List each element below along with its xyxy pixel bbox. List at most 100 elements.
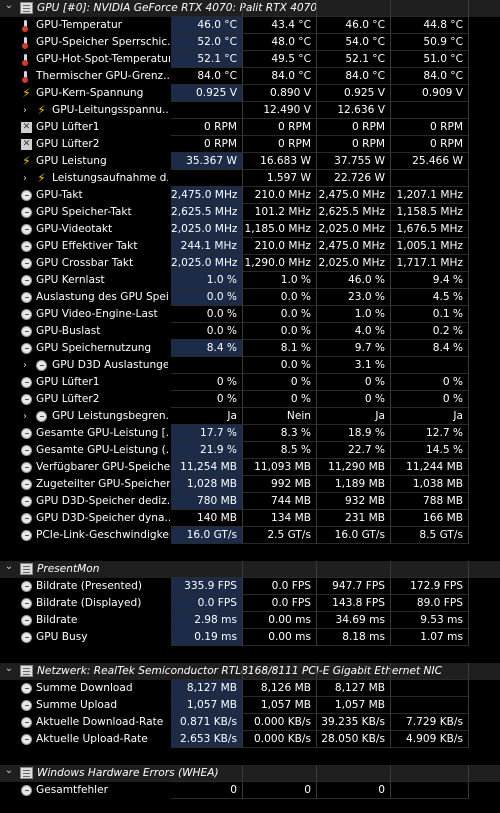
sensor-row[interactable]: Verfügbarer GPU-Speicher 11,254 MB 11,093 …	[0, 459, 500, 476]
avg-value: Ja	[391, 408, 469, 425]
value-cells: 140 MB 134 MB 231 MB 166 MB	[0, 510, 500, 527]
sensor-row[interactable]: › GPU Leistungsbegren... Ja Nein Ja Ja	[0, 408, 500, 425]
current-value: 21.9 %	[171, 442, 243, 459]
clock-icon	[21, 496, 32, 507]
sensor-label: PCIe-Link-Geschwindigkeit	[36, 529, 170, 541]
sensor-label: GPU Lüfter1	[36, 376, 100, 388]
empty-cell	[171, 663, 243, 680]
sensor-row[interactable]: Auslastung des GPU Spei... 0.0 % 0.0 % 23.0…	[0, 289, 500, 306]
section-header[interactable]: ⌄ Windows Hardware Errors (WHEA)	[0, 765, 500, 782]
sensor-row[interactable]: GPU Lüfter2 0 % 0 % 0 % 0 %	[0, 391, 500, 408]
max-value: 22.7 %	[317, 442, 391, 459]
min-value: 8,126 MB	[243, 680, 317, 697]
value-cells: 0.0 % 0.0 % 1.0 % 0.1 %	[0, 306, 500, 323]
sensor-row[interactable]: Gesamte GPU-Leistung [... 17.7 % 8.3 % 18.9…	[0, 425, 500, 442]
min-value: 0.0 FPS	[243, 595, 317, 612]
current-value: 2.653 KB/s	[171, 731, 243, 748]
sensor-row[interactable]: Aktuelle Upload-Rate 2.653 KB/s 0.000 KB/s…	[0, 731, 500, 748]
sensor-row[interactable]: GPU-Videotakt 2,025.0 MHz 1,185.0 MHz 2,025…	[0, 221, 500, 238]
max-value: Ja	[317, 408, 391, 425]
section-title: Windows Hardware Errors (WHEA)	[37, 767, 219, 779]
min-value: 1,057 MB	[243, 697, 317, 714]
sensor-row[interactable]: Bildrate (Displayed) 0.0 FPS 0.0 FPS 143.8 …	[0, 595, 500, 612]
sensor-row[interactable]: GPU Busy 0.19 ms 0.00 ms 8.18 ms 1.07 ms	[0, 629, 500, 646]
value-cells: 8,127 MB 8,126 MB 8,127 MB	[0, 680, 500, 697]
chevron-down-icon[interactable]: ⌄	[4, 0, 14, 11]
thermometer-icon	[21, 37, 29, 49]
sensor-row[interactable]: › ⚡ Leistungsaufnahme d... 1.597 W 22.726 W	[0, 170, 500, 187]
sensor-row[interactable]: GPU Effektiver Takt 244.1 MHz 210.0 MHz 2,4…	[0, 238, 500, 255]
sensor-row[interactable]: Zugeteilter GPU-Speicher 1,028 MB 992 MB 1,…	[0, 476, 500, 493]
min-value: 84.0 °C	[243, 68, 317, 85]
max-value: 52.1 °C	[317, 51, 391, 68]
sensor-row[interactable]: Gesamte GPU-Leistung (... 21.9 % 8.5 % 22.7…	[0, 442, 500, 459]
sensor-row[interactable]: GPU Speichernutzung 8.4 % 8.1 % 9.7 % 8.4 %	[0, 340, 500, 357]
sensor-row[interactable]: GPU-Speicher Sperrschic... 52.0 °C 48.0 °C…	[0, 34, 500, 51]
chevron-down-icon[interactable]: ⌄	[4, 663, 14, 674]
chevron-right-icon[interactable]: ›	[23, 411, 27, 422]
value-cells: 244.1 MHz 210.0 MHz 2,475.0 MHz 1,005.1 MHz	[0, 238, 500, 255]
sensor-row[interactable]: GPU-Temperatur 46.0 °C 43.4 °C 46.0 °C 44.8 …	[0, 17, 500, 34]
min-value: 48.0 °C	[243, 34, 317, 51]
min-value: 0.0 %	[243, 323, 317, 340]
sensor-row[interactable]: GPU Kernlast 1.0 % 1.0 % 46.0 % 9.4 %	[0, 272, 500, 289]
clock-icon	[21, 598, 32, 609]
sensor-row[interactable]: GPU Speicher-Takt 2,625.5 MHz 101.2 MHz 2,6…	[0, 204, 500, 221]
sensor-row[interactable]: GPU Crossbar Takt 2,025.0 MHz 1,290.0 MHz 2…	[0, 255, 500, 272]
clock-icon	[21, 734, 32, 745]
sensor-row[interactable]: GPU-Hot-Spot-Temperatur 52.1 °C 49.5 °C 52.…	[0, 51, 500, 68]
header-cells	[0, 765, 500, 782]
sensor-row[interactable]: PCIe-Link-Geschwindigkeit 16.0 GT/s 2.5 GT…	[0, 527, 500, 544]
avg-value: 51.0 °C	[391, 51, 469, 68]
sensor-row[interactable]: › GPU D3D Auslastungen 0.0 % 3.1 %	[0, 357, 500, 374]
chevron-right-icon[interactable]: ›	[23, 360, 27, 371]
value-cells: 11,254 MB 11,093 MB 11,290 MB 11,244 MB	[0, 459, 500, 476]
avg-value: 1,158.5 MHz	[391, 204, 469, 221]
sensor-row[interactable]: › ⚡ GPU-Leitungsspannu... 12.490 V 12.636 V	[0, 102, 500, 119]
current-value: 0.0 %	[171, 323, 243, 340]
sensor-label: GPU D3D Auslastungen	[52, 359, 168, 371]
avg-value	[391, 170, 469, 187]
sensor-row[interactable]: GPU-Buslast 0.0 % 0.0 % 4.0 % 0.2 %	[0, 323, 500, 340]
avg-value: 44.8 °C	[391, 17, 469, 34]
chevron-right-icon[interactable]: ›	[23, 105, 27, 116]
clock-icon	[21, 530, 32, 541]
sensor-row[interactable]: Summe Upload 1,057 MB 1,057 MB 1,057 MB	[0, 697, 500, 714]
current-value: 0	[171, 782, 243, 799]
sensor-row[interactable]: ⚡ GPU Leistung 35.367 W 16.683 W 37.755 W 25.…	[0, 153, 500, 170]
avg-value	[391, 357, 469, 374]
sensor-row[interactable]: GPU-Takt 2,475.0 MHz 210.0 MHz 2,475.0 MHz 1…	[0, 187, 500, 204]
sensor-row[interactable]: GPU D3D-Speicher dyna... 140 MB 134 MB 231 …	[0, 510, 500, 527]
section-header[interactable]: ⌄ PresentMon	[0, 561, 500, 578]
avg-value	[391, 102, 469, 119]
sensor-row[interactable]: Summe Download 8,127 MB 8,126 MB 8,127 MB	[0, 680, 500, 697]
sensor-label: Gesamte GPU-Leistung (...	[36, 444, 170, 456]
sensor-row[interactable]: Bildrate (Presented) 335.9 FPS 0.0 FPS 947.…	[0, 578, 500, 595]
max-value: 11,290 MB	[317, 459, 391, 476]
section-header[interactable]: ⌄ GPU [#0]: NVIDIA GeForce RTX 4070: Pali…	[0, 0, 500, 17]
sensor-label: GPU Lüfter1	[36, 121, 100, 133]
current-value	[171, 170, 243, 187]
min-value: Nein	[243, 408, 317, 425]
sensor-row[interactable]: GPU D3D-Speicher dediz... 780 MB 744 MB 932…	[0, 493, 500, 510]
section-header[interactable]: ⌄ Netzwerk: RealTek Semiconductor RTL8168…	[0, 663, 500, 680]
value-cells: 0 % 0 % 0 % 0 %	[0, 374, 500, 391]
sensor-row[interactable]: Thermischer GPU-Grenz... 84.0 °C 84.0 °C 84…	[0, 68, 500, 85]
sensor-row[interactable]: GPU Lüfter1 0 % 0 % 0 % 0 %	[0, 374, 500, 391]
chevron-down-icon[interactable]: ⌄	[4, 765, 14, 776]
clock-icon	[21, 292, 32, 303]
sensor-row[interactable]: Bildrate 2.98 ms 0.00 ms 34.69 ms 9.53 ms	[0, 612, 500, 629]
max-value: 16.0 GT/s	[317, 527, 391, 544]
chevron-down-icon[interactable]: ⌄	[4, 561, 14, 572]
sensor-row[interactable]: Gesamtfehler 0 0 0	[0, 782, 500, 799]
value-cells: 0.0 % 0.0 % 23.0 % 4.5 %	[0, 289, 500, 306]
max-value: 9.7 %	[317, 340, 391, 357]
sensor-row[interactable]: Aktuelle Download-Rate 0.871 KB/s 0.000 KB…	[0, 714, 500, 731]
avg-value: 1,038 MB	[391, 476, 469, 493]
clock-icon	[21, 326, 32, 337]
sensor-row[interactable]: GPU Video-Engine-Last 0.0 % 0.0 % 1.0 % 0.1 …	[0, 306, 500, 323]
chevron-right-icon[interactable]: ›	[23, 173, 27, 184]
